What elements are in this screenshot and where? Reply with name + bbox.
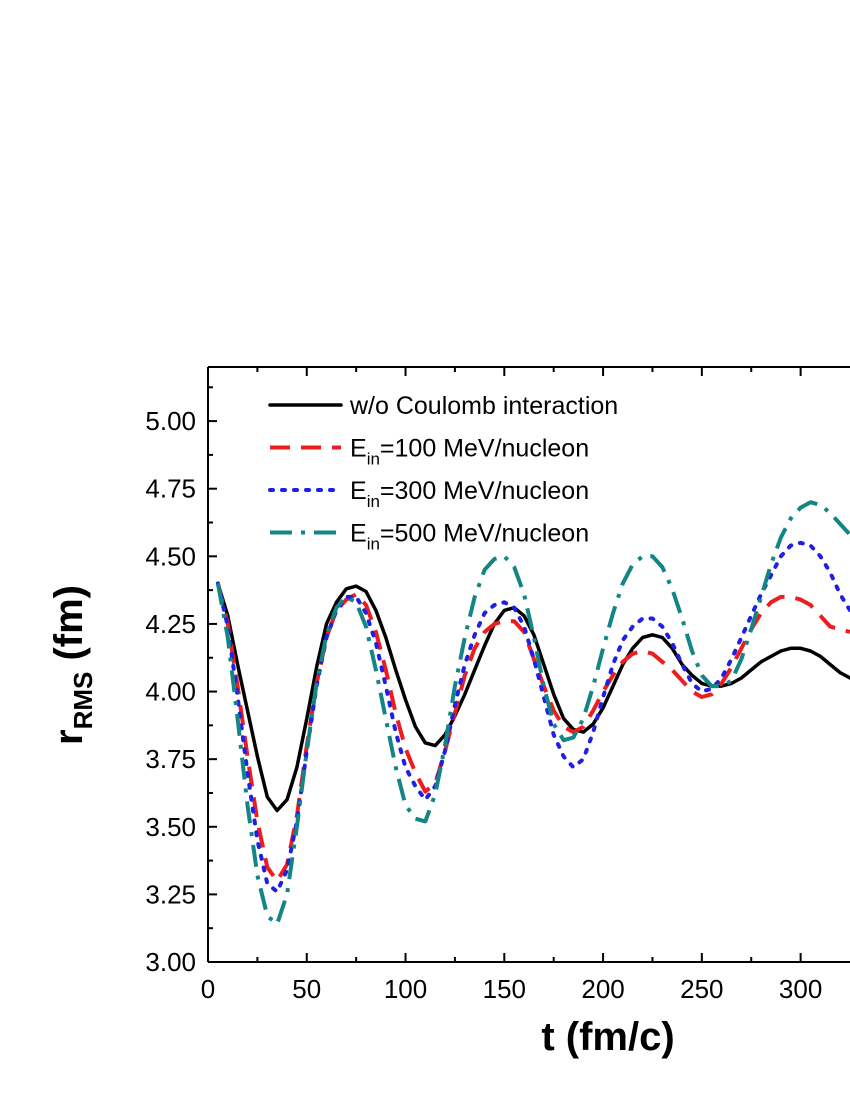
y-tick-label: 3.50 bbox=[145, 812, 196, 842]
ticks-layer: 0 50 100 150 200 250 300 3.00 3.25 3.50 3.75 4.00 4.… bbox=[145, 367, 822, 1004]
x-tick-label: 200 bbox=[581, 974, 624, 1004]
y-tick-label: 5.00 bbox=[145, 406, 196, 436]
y-tick-label: 4.00 bbox=[145, 677, 196, 707]
legend: w/o Coulomb interaction Ein=100 MeV/nucle… bbox=[268, 392, 618, 554]
y-axis-title-unit: (fm) bbox=[47, 585, 91, 672]
y-axis-title-sub: RMS bbox=[68, 672, 98, 730]
series-line-2 bbox=[215, 582, 850, 883]
legend-label-1: w/o Coulomb interaction bbox=[349, 392, 618, 420]
x-tick-label: 250 bbox=[680, 974, 723, 1004]
legend-label-4: Ein=500 MeV/nucleon bbox=[350, 520, 589, 554]
x-tick-label: 300 bbox=[779, 974, 822, 1004]
y-tick-label: 4.75 bbox=[145, 474, 196, 504]
x-tick-label: 100 bbox=[384, 974, 427, 1004]
x-tick-label: 150 bbox=[483, 974, 526, 1004]
y-tick-label: 3.75 bbox=[145, 744, 196, 774]
plot-frame bbox=[207, 366, 850, 963]
x-tick-label: 50 bbox=[292, 974, 321, 1004]
series-line-4 bbox=[215, 500, 850, 927]
series-line-3 bbox=[215, 540, 850, 894]
series-line-1 bbox=[216, 581, 850, 813]
y-axis-title-main: r bbox=[47, 729, 91, 745]
legend-label-3: Ein=300 MeV/nucleon bbox=[350, 477, 589, 511]
y-axis-title: rRMS (fm) bbox=[47, 585, 98, 745]
legend-label-2: Ein=100 MeV/nucleon bbox=[350, 435, 589, 469]
x-tick-label: 0 bbox=[201, 974, 215, 1004]
y-tick-label: 3.25 bbox=[145, 879, 196, 909]
y-tick-label: 4.50 bbox=[145, 541, 196, 571]
series-layer bbox=[215, 500, 850, 927]
y-tick-label: 4.25 bbox=[145, 609, 196, 639]
y-tick-label: 3.00 bbox=[145, 947, 196, 977]
x-axis-title: t (fm/c) bbox=[541, 1015, 674, 1059]
